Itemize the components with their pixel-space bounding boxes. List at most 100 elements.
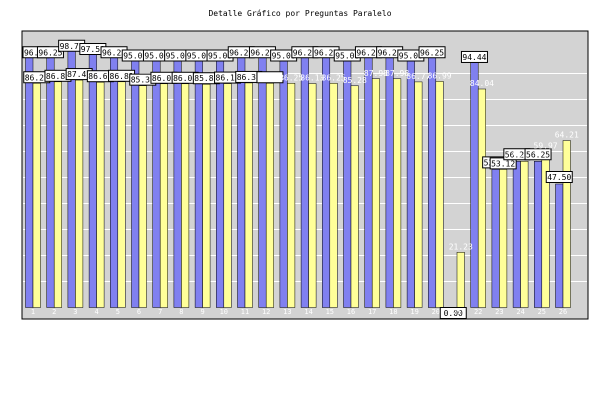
bar	[88, 53, 97, 308]
bar	[279, 60, 288, 308]
x-tick-label: 19	[410, 308, 418, 316]
value-label: 96.25	[250, 48, 274, 57]
bar	[329, 83, 338, 308]
value-label: 96.25	[356, 48, 380, 57]
value-label-box	[460, 50, 488, 63]
x-tick-label: 21	[453, 308, 461, 316]
bar	[428, 57, 437, 308]
value-label: 87.98	[364, 69, 388, 78]
value-label-box	[439, 307, 467, 319]
value-label: 86.13	[216, 74, 240, 83]
bar	[258, 57, 267, 308]
value-label: 94.44	[462, 53, 486, 62]
value-label: 86.13	[300, 74, 324, 83]
value-label: 85.28	[343, 76, 367, 85]
value-label: 95.00	[187, 52, 211, 61]
bar	[393, 78, 402, 308]
value-label: 96.25	[229, 48, 253, 57]
value-label: 95.00	[399, 52, 423, 61]
bar	[181, 83, 190, 308]
value-label: 86.05	[173, 74, 197, 83]
value-label: 86.25	[279, 73, 303, 82]
value-label: 97.50	[81, 45, 105, 54]
bar	[173, 60, 182, 308]
x-tick-label: 20	[432, 308, 440, 316]
value-label: 56.25	[505, 150, 529, 159]
x-tick-label: 13	[283, 308, 291, 316]
value-label: 95.00	[144, 52, 168, 61]
value-label: 86.25	[25, 73, 49, 82]
bar	[244, 82, 253, 308]
bar	[96, 81, 105, 308]
value-label: 85.33	[131, 76, 155, 85]
value-label: 86.65	[88, 72, 112, 81]
x-tick-label: 23	[495, 308, 503, 316]
x-tick-label: 7	[158, 308, 162, 316]
x-tick-label: 3	[73, 308, 77, 316]
bar	[364, 57, 373, 308]
value-label: 21.23	[449, 242, 473, 251]
value-label: 86.77	[406, 72, 430, 81]
value-label-box	[36, 46, 64, 59]
x-tick-label: 4	[94, 308, 98, 316]
value-label: 86.81	[110, 72, 134, 81]
bar	[159, 83, 168, 308]
value-label: 96.25	[102, 48, 126, 57]
value-label: 95.00	[123, 52, 147, 61]
value-label: 96.25	[38, 48, 62, 57]
bar	[265, 83, 274, 308]
value-label: 64.21	[555, 131, 579, 140]
bar	[322, 57, 331, 308]
bar	[237, 57, 246, 308]
value-label: 59.97	[534, 142, 558, 151]
bar	[75, 79, 84, 308]
x-tick-label: 24	[516, 308, 524, 316]
bar	[46, 57, 55, 308]
bar	[491, 169, 500, 308]
y-tick-label: 20	[9, 252, 17, 260]
value-label-box	[256, 71, 284, 84]
value-label: 87.98	[385, 69, 409, 78]
y-tick-label: 10	[9, 278, 17, 286]
y-tick-label: 90	[9, 70, 17, 78]
value-label: 98.75	[60, 42, 84, 51]
value-label: 86.99	[428, 71, 452, 80]
value-label: 96.25	[293, 48, 317, 57]
bar	[350, 85, 359, 308]
bar	[534, 161, 543, 308]
bar	[152, 60, 161, 308]
value-label-box	[418, 46, 446, 59]
bar	[562, 140, 571, 308]
value-label: 96.25	[24, 48, 48, 57]
bar	[300, 57, 309, 308]
value-label: 47.50	[547, 173, 571, 182]
x-tick-label: 10	[220, 308, 228, 316]
x-tick-label: 9	[200, 308, 204, 316]
bar	[25, 57, 34, 308]
value-label: 0.00	[444, 309, 463, 318]
value-label-box	[545, 171, 573, 183]
x-tick-label: 22	[474, 308, 482, 316]
bar	[477, 88, 486, 308]
value-label: 56.25	[512, 151, 536, 160]
y-tick-label: 60	[9, 148, 17, 156]
bar	[67, 50, 76, 308]
value-label: 56.25	[526, 150, 550, 159]
bar	[499, 169, 508, 308]
bar	[138, 85, 147, 308]
y-tick-label: 50	[9, 174, 17, 182]
x-tick-label: 2	[52, 308, 56, 316]
y-tick-label: 70	[9, 122, 17, 130]
bar	[110, 57, 119, 308]
bar	[435, 81, 444, 308]
bar	[343, 60, 352, 308]
x-tick-label: 17	[368, 308, 376, 316]
x-tick-label: 26	[559, 308, 567, 316]
value-label: 53.12	[491, 159, 515, 168]
x-tick-label: 8	[179, 308, 183, 316]
chart-title: Detalle Gráfico por Preguntas Paralelo	[208, 9, 392, 18]
bar	[53, 81, 62, 308]
bar	[216, 60, 225, 308]
bar	[117, 81, 126, 308]
bar	[555, 183, 564, 308]
